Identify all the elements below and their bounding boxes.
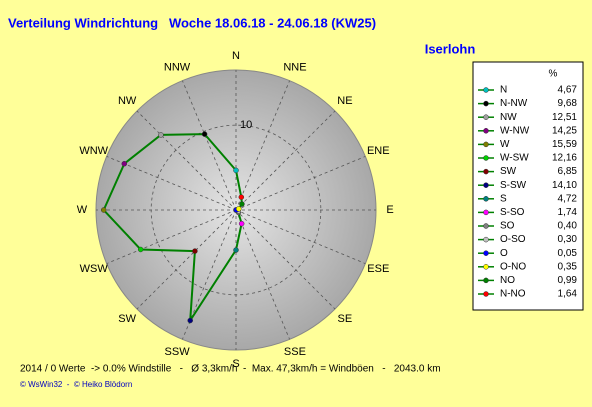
- legend-name: S-SW: [500, 180, 527, 191]
- legend-name: N-NW: [500, 98, 528, 109]
- direction-label: SSW: [165, 346, 191, 358]
- legend-marker: [483, 128, 489, 134]
- legend-name: S: [500, 193, 507, 204]
- spoke: [182, 80, 237, 211]
- r-tick-label: 10: [240, 119, 252, 131]
- legend-marker: [483, 291, 489, 297]
- footer-stats: 2014 / 0 Werte -> 0.0% Windstille - Ø 3,…: [20, 364, 441, 375]
- legend-marker: [483, 264, 489, 270]
- point: [235, 206, 242, 212]
- direction-label: NNW: [164, 62, 191, 74]
- legend-marker: [483, 141, 489, 148]
- legend-name: O-SO: [500, 234, 526, 245]
- legend-name: NO: [500, 275, 515, 286]
- legend-name: O: [500, 248, 508, 259]
- legend-value: 0,40: [558, 221, 578, 232]
- spoke: [235, 110, 336, 211]
- spoke: [235, 156, 366, 211]
- point: [121, 160, 128, 167]
- legend-marker: [483, 168, 489, 175]
- spoke: [106, 156, 237, 211]
- legend-name: SW: [500, 166, 517, 177]
- legend-value: 0,35: [558, 261, 578, 272]
- legend-value: 6,85: [558, 166, 578, 177]
- point: [192, 248, 198, 254]
- legend-name: N-NO: [500, 289, 526, 300]
- chart-title: Verteilung Windrichtung Woche 18.06.18 -…: [8, 15, 376, 30]
- legend-name: SO: [500, 221, 515, 232]
- point: [100, 207, 107, 213]
- legend-name: W-NW: [500, 125, 530, 136]
- legend-marker: [483, 209, 489, 216]
- legend-value: 1,74: [558, 207, 578, 218]
- direction-label: ENE: [367, 145, 390, 157]
- legend-name: W: [500, 139, 510, 150]
- legend-marker: [483, 100, 489, 107]
- direction-label: NNE: [283, 62, 306, 74]
- direction-label: NW: [118, 95, 137, 107]
- legend-value: 14,25: [552, 125, 577, 136]
- direction-label: WNW: [79, 145, 108, 157]
- legend-value: 15,59: [552, 139, 577, 150]
- legend-marker: [483, 87, 489, 93]
- legend-marker: [483, 155, 489, 161]
- legend-value: 12,16: [552, 153, 577, 164]
- point: [233, 167, 239, 174]
- legend-value: 0,05: [558, 248, 578, 259]
- point: [238, 220, 245, 227]
- spoke: [235, 80, 290, 211]
- legend-value: 0,99: [558, 275, 578, 286]
- spoke: [106, 209, 237, 264]
- legend-marker: [483, 114, 489, 120]
- point: [201, 131, 208, 137]
- legend-value: 4,67: [558, 85, 578, 96]
- legend-value: 9,68: [558, 98, 578, 109]
- direction-label: S: [232, 358, 239, 370]
- legend-value: 14,10: [552, 180, 577, 191]
- direction-label: SW: [118, 313, 136, 325]
- point: [238, 194, 245, 200]
- direction-label: N: [232, 50, 240, 62]
- legend-name: NW: [500, 112, 517, 123]
- spoke: [136, 110, 237, 211]
- legend-name: S-SO: [500, 207, 525, 218]
- legend-marker: [483, 277, 489, 284]
- legend-header: %: [549, 69, 558, 80]
- direction-label: SE: [338, 313, 353, 325]
- direction-label: ESE: [367, 263, 389, 275]
- spoke: [235, 209, 336, 310]
- direction-label: WSW: [80, 263, 109, 275]
- point: [137, 246, 144, 253]
- point: [158, 132, 164, 138]
- legend-value: 1,64: [558, 289, 578, 300]
- spoke: [136, 209, 237, 310]
- spoke: [235, 209, 366, 264]
- location: Iserlohn: [425, 41, 476, 56]
- direction-label: SSE: [284, 346, 306, 358]
- spoke: [235, 209, 290, 340]
- legend-value: 12,51: [552, 112, 577, 123]
- legend-name: W-SW: [500, 153, 529, 164]
- legend-marker: [483, 223, 489, 229]
- legend-marker: [483, 236, 489, 243]
- legend-marker: [483, 196, 489, 202]
- legend-marker: [483, 182, 489, 188]
- point: [239, 201, 245, 207]
- point: [233, 247, 239, 253]
- point: [187, 317, 193, 324]
- legend-name: O-NO: [500, 261, 526, 272]
- legend-value: 4,72: [558, 193, 578, 204]
- legend-marker: [483, 250, 489, 256]
- credits: © WsWin32 - © Heiko Blödorn: [20, 380, 132, 389]
- direction-label: E: [386, 204, 393, 216]
- legend-value: 0,30: [558, 234, 578, 245]
- direction-label: W: [77, 204, 88, 216]
- direction-label: NE: [337, 95, 352, 107]
- legend-name: N: [500, 85, 507, 96]
